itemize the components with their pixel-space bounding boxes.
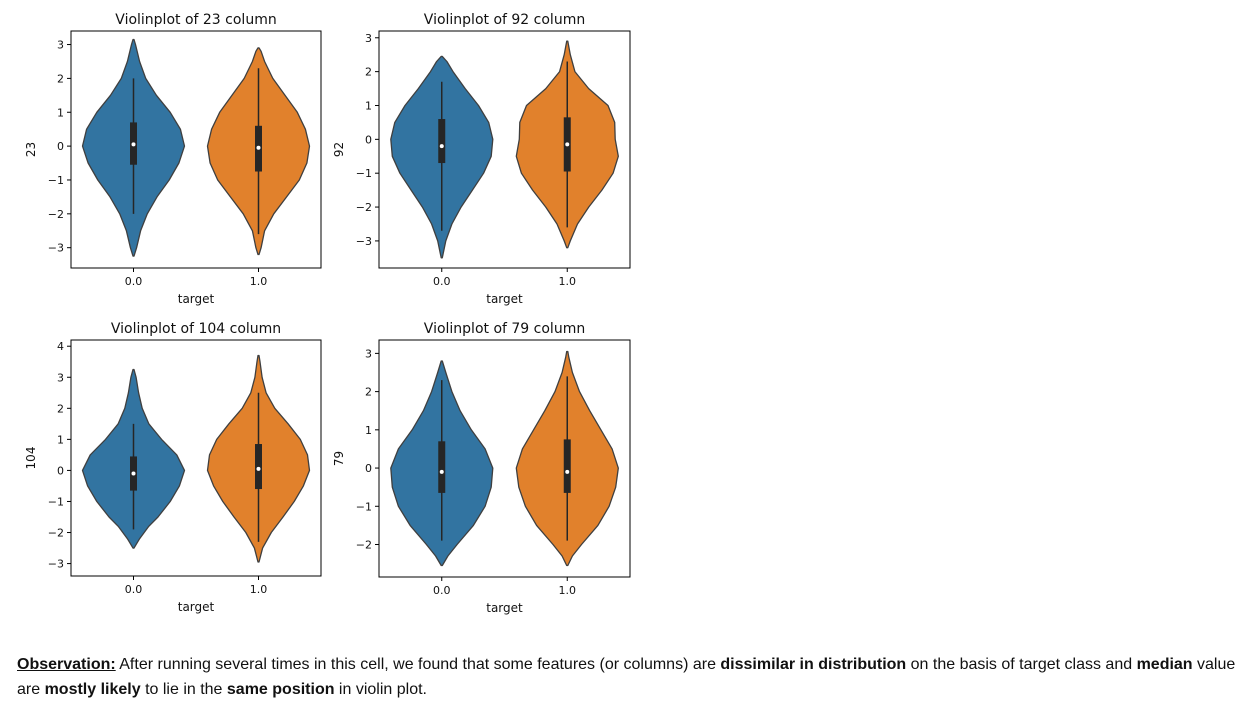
violin-panel-2: −3 −2 −1 0 1 2 3 0.0 1.0 Violinplot of 92 column t… bbox=[332, 12, 631, 306]
y-tick-label: −2 bbox=[356, 539, 372, 552]
x-tick-label: 1.0 bbox=[250, 583, 268, 596]
y-axis-label: 104 bbox=[24, 447, 38, 470]
x-axis-label: target bbox=[178, 600, 215, 614]
x-axis-label: target bbox=[486, 601, 523, 615]
y-tick-label: 3 bbox=[365, 347, 372, 360]
axes-frame bbox=[70, 30, 322, 269]
y-tick-label: −1 bbox=[48, 495, 64, 508]
y-tick-label: 1 bbox=[365, 424, 372, 437]
x-tick-label: 0.0 bbox=[433, 584, 451, 597]
y-axis-label: 92 bbox=[332, 142, 346, 157]
violin-median-1.0 bbox=[565, 469, 570, 474]
violin-median-1.0 bbox=[256, 466, 261, 471]
y-tick-label: 0 bbox=[57, 140, 64, 153]
x-tick-label: 1.0 bbox=[559, 275, 577, 288]
y-tick-label: −2 bbox=[356, 201, 372, 214]
violin-panel-3: −3 −2 −1 0 1 2 3 4 0.0 1.0 Violinplot of 104 colum… bbox=[24, 321, 322, 614]
violin-median-0.0 bbox=[131, 471, 136, 476]
violin-median-0.0 bbox=[131, 142, 136, 147]
violin-panel-4: −2 −1 0 1 2 3 0.0 1.0 Violinplot of 79 column tar… bbox=[332, 321, 631, 615]
observation-text-2: on the basis of target class and bbox=[906, 656, 1137, 673]
axes-frame bbox=[70, 339, 322, 577]
y-tick-label: 1 bbox=[57, 433, 64, 446]
panel-title: Violinplot of 104 column bbox=[111, 321, 281, 337]
y-tick-label: 0 bbox=[57, 464, 64, 477]
x-tick-label: 0.0 bbox=[125, 583, 143, 596]
violin-iqr-box-1.0 bbox=[563, 439, 571, 493]
x-axis-label: target bbox=[486, 292, 523, 306]
y-tick-label: 0 bbox=[365, 462, 372, 475]
y-tick-label: −3 bbox=[356, 235, 372, 248]
violin-iqr-box-1.0 bbox=[255, 444, 262, 490]
observation-bold-3: mostly likely bbox=[44, 681, 141, 698]
y-tick-label: 2 bbox=[57, 72, 64, 85]
observation-bold-1: dissimilar in distribution bbox=[720, 656, 907, 673]
y-tick-label: 0 bbox=[365, 133, 372, 146]
observation-bold-4: same position bbox=[226, 681, 335, 698]
observation-text-3: value are bbox=[17, 656, 1236, 698]
y-tick-label: 2 bbox=[365, 66, 372, 79]
observation-paragraph: Observation: After running several times… bbox=[17, 652, 1239, 702]
y-tick-label: 2 bbox=[57, 402, 64, 415]
x-tick-label: 1.0 bbox=[559, 584, 577, 597]
x-tick-label: 0.0 bbox=[125, 275, 143, 288]
violin-median-0.0 bbox=[439, 144, 444, 149]
observation-bold-2: median bbox=[1136, 656, 1193, 673]
y-tick-label: −1 bbox=[356, 500, 372, 513]
panel-title: Violinplot of 23 column bbox=[115, 12, 276, 28]
observation-label: Observation: bbox=[17, 656, 116, 673]
y-tick-label: −3 bbox=[48, 242, 64, 255]
y-tick-label: −3 bbox=[48, 558, 64, 571]
violin-iqr-box-0.0 bbox=[438, 119, 446, 164]
x-tick-label: 0.0 bbox=[433, 275, 451, 288]
violin-median-1.0 bbox=[565, 142, 570, 147]
y-tick-label: −1 bbox=[48, 174, 64, 187]
violin-median-1.0 bbox=[256, 145, 261, 150]
observation-text-1: After running several times in this cell… bbox=[115, 656, 721, 673]
y-tick-label: 3 bbox=[57, 39, 64, 52]
y-tick-label: −2 bbox=[48, 527, 64, 540]
y-axis-label: 23 bbox=[24, 142, 38, 157]
axes-frame bbox=[378, 30, 631, 269]
observation-text-5: in violin plot. bbox=[334, 681, 427, 698]
observation-text-4: to lie in the bbox=[140, 681, 227, 698]
x-axis-label: target bbox=[178, 292, 215, 306]
panel-title: Violinplot of 92 column bbox=[424, 12, 585, 28]
panel-title: Violinplot of 79 column bbox=[424, 321, 585, 337]
y-tick-label: 3 bbox=[365, 32, 372, 45]
y-tick-label: 1 bbox=[365, 99, 372, 112]
axes-frame bbox=[378, 339, 631, 578]
y-tick-label: 3 bbox=[57, 371, 64, 384]
y-tick-label: 4 bbox=[57, 340, 64, 353]
x-tick-label: 1.0 bbox=[250, 275, 268, 288]
y-tick-label: 1 bbox=[57, 106, 64, 119]
y-axis-label: 79 bbox=[332, 451, 346, 466]
y-tick-label: −2 bbox=[48, 208, 64, 221]
violin-iqr-box-0.0 bbox=[438, 441, 446, 493]
violin-median-0.0 bbox=[439, 469, 444, 474]
y-tick-label: 2 bbox=[365, 386, 372, 399]
y-tick-label: −1 bbox=[356, 167, 372, 180]
